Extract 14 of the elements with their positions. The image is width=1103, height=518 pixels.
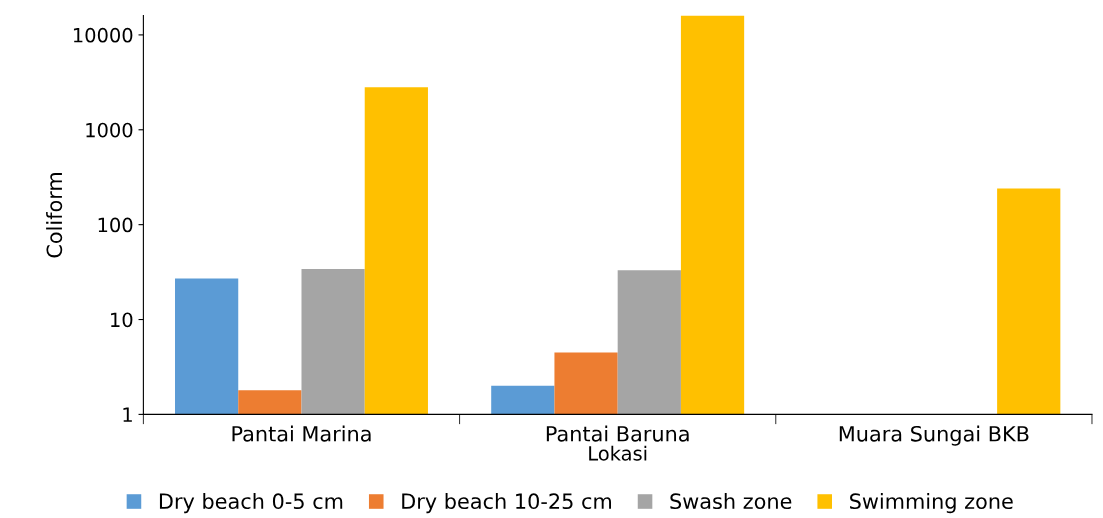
y-tick-label: 10 xyxy=(111,312,133,328)
legend-label: Dry beach 10-25 cm xyxy=(402,492,611,514)
x-axis-title: Lokasi xyxy=(589,445,647,461)
y-axis-title: Coliform xyxy=(46,173,63,258)
y-tick-label: 100 xyxy=(98,217,133,233)
x-tick-label: Pantai Baruna xyxy=(546,425,689,442)
x-tick-label: Muara Sungai BKB xyxy=(839,425,1029,446)
x-tick-label: Pantai Marina xyxy=(232,425,371,442)
legend-label: Swash zone xyxy=(670,492,792,510)
y-tick-label: 1000 xyxy=(86,122,133,138)
legend-label: Dry beach 0-5 cm xyxy=(159,492,343,514)
y-tick-label: 10000 xyxy=(73,27,133,43)
legend-label: Swimming zone xyxy=(850,492,1013,514)
y-tick-label: 1 xyxy=(123,407,132,422)
